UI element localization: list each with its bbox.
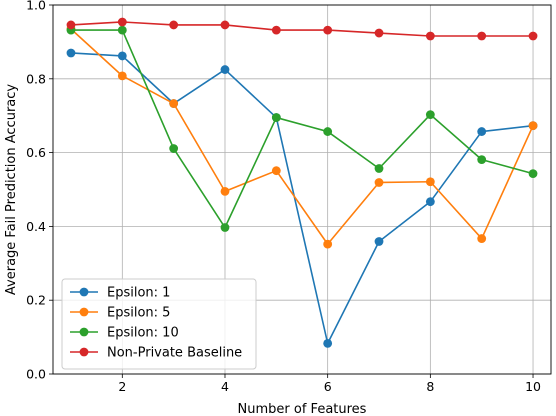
- data-point: [425, 177, 435, 187]
- series-line: [70, 29, 534, 229]
- data-point: [528, 169, 538, 179]
- data-point: [477, 234, 487, 243]
- legend-label: Epsilon: 1: [107, 286, 170, 301]
- y-tick-label: 0.4: [26, 219, 46, 234]
- data-point: [220, 65, 230, 74]
- data-point: [117, 71, 127, 81]
- data-point: [169, 20, 179, 30]
- data-point: [271, 25, 281, 35]
- x-tick-label: 6: [324, 379, 332, 394]
- data-point: [169, 99, 179, 108]
- y-axis-label: Average Fail Prediction Accuracy: [4, 84, 19, 295]
- legend-swatch-marker: [79, 287, 89, 297]
- data-point: [117, 17, 127, 27]
- data-point: [374, 164, 384, 173]
- y-tick-label: 0.0: [26, 367, 46, 382]
- data-point: [477, 155, 487, 165]
- series-epsilon-5: [66, 24, 538, 249]
- series-group: [66, 17, 538, 348]
- data-point: [323, 127, 333, 136]
- legend-item-non-private-baseline[interactable]: Non-Private Baseline: [70, 346, 242, 361]
- data-point: [323, 239, 333, 249]
- y-tick-label: 0.6: [26, 145, 46, 160]
- data-point: [66, 20, 76, 30]
- x-tick-label: 8: [426, 379, 434, 394]
- y-tick-label: 1.0: [26, 0, 46, 13]
- data-point: [374, 237, 384, 246]
- data-point: [425, 110, 435, 119]
- legend-swatch-marker: [79, 307, 89, 317]
- legend-label: Non-Private Baseline: [107, 346, 242, 361]
- data-point: [220, 20, 230, 30]
- legend-swatch-marker: [79, 327, 89, 337]
- data-point: [528, 121, 538, 131]
- data-point: [271, 166, 281, 176]
- x-tick-label: 10: [525, 379, 541, 394]
- legend-item-epsilon-10[interactable]: Epsilon: 10: [70, 326, 179, 341]
- series-epsilon-1: [66, 48, 538, 348]
- legend-item-epsilon-1[interactable]: Epsilon: 1: [70, 286, 170, 301]
- data-point: [477, 127, 487, 136]
- series-line: [70, 52, 534, 345]
- x-tick-label: 2: [118, 379, 126, 394]
- series-line: [70, 21, 534, 37]
- series-line: [70, 28, 534, 245]
- series-epsilon-10: [66, 25, 538, 232]
- series-non-private-baseline: [66, 17, 538, 41]
- x-tick-label: 4: [221, 379, 229, 394]
- data-point: [425, 31, 435, 41]
- y-tick-label: 0.2: [26, 293, 46, 308]
- legend-label: Epsilon: 10: [107, 326, 179, 341]
- data-point: [323, 338, 333, 348]
- data-point: [528, 31, 538, 41]
- data-point: [271, 113, 281, 122]
- data-point: [323, 25, 333, 35]
- legend-item-epsilon-5[interactable]: Epsilon: 5: [70, 306, 170, 321]
- y-tick-label: 0.8: [26, 71, 46, 86]
- legend-swatch-marker: [79, 347, 89, 357]
- data-point: [169, 144, 179, 153]
- data-point: [117, 51, 127, 61]
- plot-frame: [52, 4, 552, 375]
- data-point: [220, 223, 230, 232]
- data-point: [374, 178, 384, 187]
- data-point: [374, 28, 384, 38]
- data-point: [220, 186, 230, 196]
- data-point: [66, 48, 76, 58]
- data-point: [425, 197, 435, 207]
- x-axis-label: Number of Features: [238, 402, 367, 416]
- axis-ticks: 2 4 6 8 10 0.0 0.2 0.4 0.6 0.8 1.0: [26, 0, 541, 394]
- legend-label: Epsilon: 5: [107, 306, 170, 321]
- data-point: [117, 25, 127, 35]
- legend-box: [61, 278, 257, 370]
- legend[interactable]: Epsilon: 1 Epsilon: 5 Epsilon: 10 Non-Priva…: [61, 278, 257, 370]
- data-point: [477, 31, 487, 41]
